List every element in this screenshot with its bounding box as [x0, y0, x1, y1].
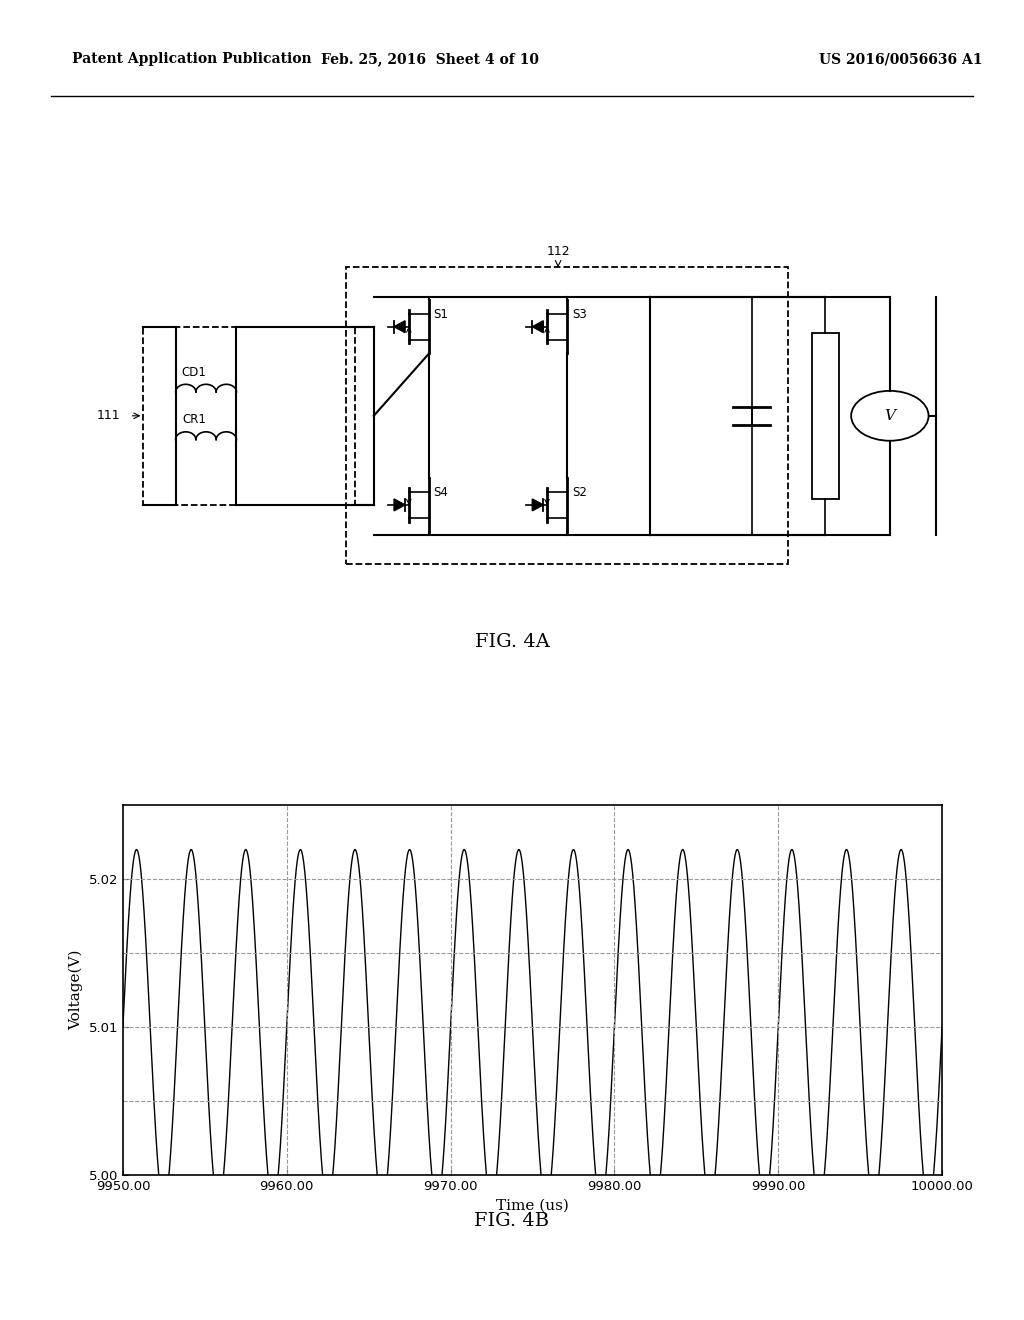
Text: FIG. 4A: FIG. 4A [474, 632, 550, 651]
Bar [812, 333, 840, 499]
Text: V: V [885, 409, 895, 422]
Text: Patent Application Publication: Patent Application Publication [72, 53, 311, 66]
Text: FIG. 4B: FIG. 4B [474, 1212, 550, 1230]
Text: CD1: CD1 [181, 366, 207, 379]
Text: CR1: CR1 [182, 413, 206, 426]
Text: 111: 111 [96, 409, 121, 422]
X-axis label: Time (us): Time (us) [496, 1199, 569, 1212]
Polygon shape [394, 499, 406, 511]
Polygon shape [532, 499, 544, 511]
Polygon shape [532, 321, 544, 333]
Text: S3: S3 [572, 308, 587, 321]
Y-axis label: Voltage(V): Voltage(V) [69, 950, 83, 1030]
Polygon shape [394, 321, 406, 333]
Text: Feb. 25, 2016  Sheet 4 of 10: Feb. 25, 2016 Sheet 4 of 10 [322, 53, 539, 66]
Text: S1: S1 [434, 308, 449, 321]
Bar [346, 267, 788, 565]
Text: S2: S2 [572, 486, 587, 499]
Text: US 2016/0056636 A1: US 2016/0056636 A1 [819, 53, 983, 66]
Text: S4: S4 [434, 486, 449, 499]
Text: 112: 112 [546, 246, 570, 259]
Bar [143, 326, 355, 504]
Circle shape [851, 391, 929, 441]
